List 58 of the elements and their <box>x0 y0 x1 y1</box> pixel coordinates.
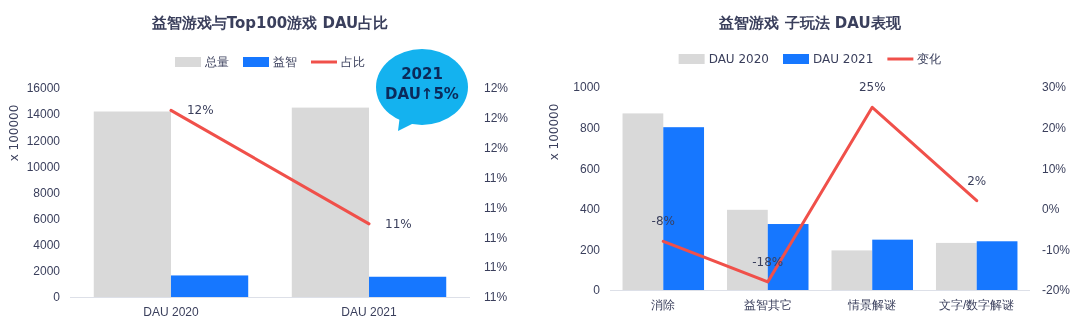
legend-label: 占比 <box>341 55 365 69</box>
x-tick-label: 文字/数字解谜 <box>939 297 1015 312</box>
y2-tick-label: -20% <box>1042 283 1071 298</box>
x-tick-label: DAU 2021 <box>341 304 398 319</box>
y-tick-label: 600 <box>579 161 601 176</box>
y2-tick-label: 11% <box>484 200 508 215</box>
x-tick-label: 益智其它 <box>743 297 792 312</box>
y2-tick-label: 11% <box>484 230 508 245</box>
y-tick-label: 6000 <box>33 211 61 226</box>
y2-tick-label: 10% <box>1042 161 1067 176</box>
y-tick-label: 10000 <box>26 159 61 174</box>
y2-tick-label: 12% <box>484 111 509 126</box>
legend-label: 总量 <box>204 55 229 69</box>
y2-tick-label: 12% <box>484 141 509 156</box>
bar <box>976 241 1018 290</box>
y-tick-label: 0 <box>593 283 601 298</box>
bar <box>170 275 249 297</box>
bar <box>872 239 913 290</box>
y-axis-title: x 100000 <box>7 104 21 162</box>
y-tick-label: 4000 <box>33 238 61 253</box>
y-tick-label: 12000 <box>26 133 61 148</box>
legend-label: DAU 2020 <box>708 52 769 66</box>
y-tick-label: 8000 <box>33 185 61 200</box>
y-tick-label: 200 <box>579 242 601 257</box>
data-label: 12% <box>186 103 214 118</box>
y2-tick-label: 30% <box>1042 80 1067 95</box>
data-label: 11% <box>385 216 412 231</box>
x-tick-label: DAU 2020 <box>143 304 199 319</box>
y-tick-label: 0 <box>53 290 61 305</box>
y2-tick-label: 20% <box>1042 120 1067 135</box>
y2-tick-label: 0% <box>1042 202 1060 217</box>
bar <box>831 250 873 290</box>
y-axis-title: x 100000 <box>547 103 561 161</box>
y-tick-label: 2000 <box>33 264 61 279</box>
x-tick-label: 消除 <box>651 297 676 312</box>
y2-tick-label: 12% <box>484 81 509 96</box>
y2-tick-label: -10% <box>1042 242 1071 257</box>
annotation: 2021 DAU↑5% <box>385 65 459 103</box>
y-tick-label: 16000 <box>26 81 61 96</box>
y2-tick-label: 11% <box>484 170 508 185</box>
bar <box>93 111 171 297</box>
y-tick-label: 14000 <box>26 107 61 122</box>
x-tick-label: 情景解谜 <box>847 297 897 312</box>
legend-label: 益智 <box>273 55 297 69</box>
y-tick-label: 400 <box>579 202 601 217</box>
y-tick-label: 800 <box>579 120 601 135</box>
bar <box>291 107 370 297</box>
bar <box>935 242 977 290</box>
data-label: 25% <box>858 80 886 95</box>
chart-title: 益智游戏 子玩法 DAU表现 <box>718 14 902 32</box>
bar <box>369 276 447 297</box>
y2-tick-label: 11% <box>484 260 508 275</box>
chart-title: 益智游戏与Top100游戏 DAU占比 <box>150 14 389 32</box>
legend-label: 变化 <box>917 52 942 66</box>
y2-tick-label: 11% <box>484 290 508 305</box>
y-tick-label: 1000 <box>573 80 601 95</box>
data-label: 2% <box>967 173 987 188</box>
legend-label: DAU 2021 <box>813 52 874 66</box>
